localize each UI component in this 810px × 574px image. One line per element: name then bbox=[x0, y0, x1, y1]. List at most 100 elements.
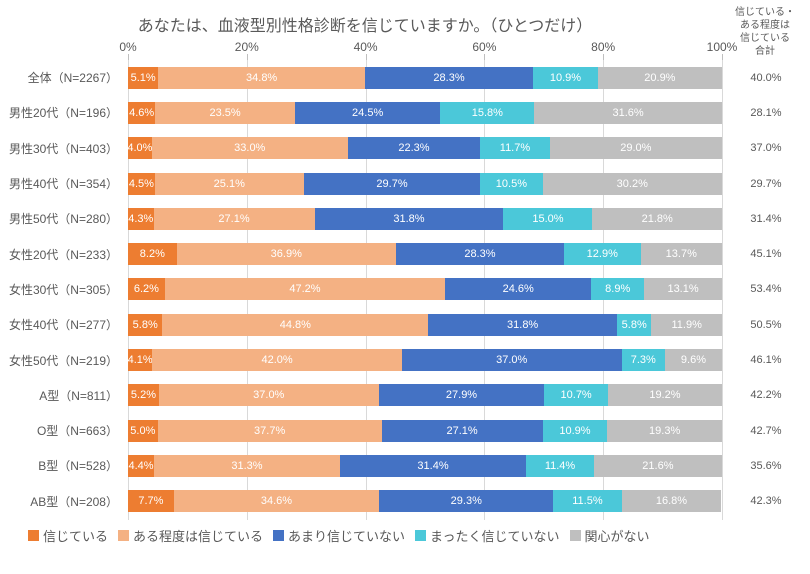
row-label: 全体（N=2267） bbox=[8, 69, 123, 86]
segment-value: 24.5% bbox=[352, 107, 383, 119]
bar-segment: 44.8% bbox=[162, 314, 428, 336]
bar-segment: 5.1% bbox=[128, 67, 158, 89]
segment-value: 5.8% bbox=[133, 319, 158, 331]
legend-swatch bbox=[273, 530, 284, 541]
segment-value: 36.9% bbox=[271, 248, 302, 260]
segment-value: 44.8% bbox=[280, 319, 311, 331]
segment-value: 47.2% bbox=[289, 283, 320, 295]
row-total: 28.1% bbox=[736, 107, 796, 119]
plot-area: 全体（N=2267）5.1%34.8%28.3%10.9%20.9%40.0%男… bbox=[128, 60, 722, 520]
segment-value: 23.5% bbox=[209, 107, 240, 119]
bar-row: 女性50代（N=219）4.1%42.0%37.0%7.3%9.6%46.1% bbox=[128, 342, 722, 377]
stacked-bar: 4.1%42.0%37.0%7.3% 9.6% bbox=[128, 349, 722, 371]
segment-value: 10.9% bbox=[550, 72, 581, 84]
row-label: 男性40代（N=354） bbox=[8, 175, 123, 192]
segment-value: 5.0% bbox=[130, 425, 155, 437]
row-total: 29.7% bbox=[736, 178, 796, 190]
row-total: 50.5% bbox=[736, 319, 796, 331]
legend-label: 関心がない bbox=[585, 526, 650, 545]
legend-label: 信じている bbox=[43, 526, 108, 545]
segment-value: 5.8% bbox=[622, 319, 647, 331]
segment-value: 4.0% bbox=[127, 142, 152, 154]
axis-tick-label: 100% bbox=[707, 40, 738, 54]
bar-segment: 5.8% bbox=[617, 314, 651, 336]
bar-row: 男性40代（N=354）4.5%25.1%29.7%10.5%30.2%29.7… bbox=[128, 166, 722, 201]
segment-value: 13.1% bbox=[667, 283, 698, 295]
bar-segment: 30.2% bbox=[543, 173, 722, 195]
segment-value: 5.1% bbox=[131, 72, 156, 84]
legend-item: 関心がない bbox=[570, 526, 650, 545]
segment-value: 28.3% bbox=[464, 248, 495, 260]
segment-value: 10.9% bbox=[559, 425, 590, 437]
bar-segment: 4.1% bbox=[128, 349, 152, 371]
bar-row: A型（N=811）5.2%37.0%27.9%10.7%19.2%42.2% bbox=[128, 378, 722, 413]
stacked-bar: 4.5%25.1%29.7%10.5%30.2% bbox=[128, 173, 722, 195]
bar-segment: 31.6% bbox=[534, 102, 722, 124]
bar-segment: 20.9% bbox=[598, 67, 722, 89]
bar-segment: 31.3% bbox=[154, 455, 340, 477]
gridline bbox=[722, 60, 723, 520]
stacked-bar: 4.3%27.1%31.8%15.0%21.8% bbox=[128, 208, 722, 230]
segment-value: 31.3% bbox=[231, 460, 262, 472]
bar-segment: 12.9% bbox=[564, 243, 641, 265]
row-total: 53.4% bbox=[736, 283, 796, 295]
segment-value: 22.3% bbox=[398, 142, 429, 154]
bar-segment: 42.0% bbox=[152, 349, 401, 371]
segment-value: 9.6% bbox=[681, 354, 706, 366]
bar-segment: 31.8% bbox=[315, 208, 504, 230]
row-label: AB型（N=208） bbox=[8, 493, 123, 510]
bar-segment: 7.3% bbox=[622, 349, 665, 371]
bar-segment: 24.5% bbox=[295, 102, 441, 124]
bar-segment: 15.8% bbox=[440, 102, 534, 124]
segment-value: 33.0% bbox=[234, 142, 265, 154]
bar-segment: 29.7% bbox=[304, 173, 480, 195]
bar-segment: 11.5% bbox=[553, 490, 621, 512]
row-label: 男性50代（N=280） bbox=[8, 210, 123, 227]
bar-segment: 37.0% bbox=[402, 349, 622, 371]
segment-value: 4.3% bbox=[128, 213, 153, 225]
bar-segment: 31.8% bbox=[428, 314, 617, 336]
totals-column-header: 信じている・ある程度は信じている合計 bbox=[730, 6, 800, 58]
bar-segment: 28.3% bbox=[396, 243, 564, 265]
segment-value: 31.8% bbox=[507, 319, 538, 331]
bar-segment: 10.9% bbox=[533, 67, 598, 89]
legend-item: ある程度は信じている bbox=[118, 526, 263, 545]
bar-segment: 8.9% bbox=[591, 278, 644, 300]
segment-value: 31.6% bbox=[612, 107, 643, 119]
segment-value: 29.3% bbox=[451, 495, 482, 507]
stacked-bar: 4.4%31.3%31.4%11.4%21.6% bbox=[128, 455, 722, 477]
legend: 信じているある程度は信じているあまり信じていないまったく信じていない関心がない bbox=[28, 526, 802, 545]
segment-value: 29.0% bbox=[620, 142, 651, 154]
axis-tick-label: 80% bbox=[591, 40, 615, 54]
bar-row: 女性30代（N=305）6.2%47.2%24.6%8.9%13.1%53.4% bbox=[128, 272, 722, 307]
segment-value: 10.5% bbox=[496, 178, 527, 190]
axis-tick-label: 20% bbox=[235, 40, 259, 54]
axis-tick-label: 0% bbox=[119, 40, 136, 54]
bar-segment: 16.8% bbox=[622, 490, 722, 512]
segment-value: 34.8% bbox=[246, 72, 277, 84]
bar-segment: 10.9% bbox=[543, 420, 608, 442]
stacked-bar: 6.2%47.2%24.6%8.9%13.1% bbox=[128, 278, 722, 300]
segment-value: 11.5% bbox=[572, 495, 602, 507]
bar-segment: 13.7% bbox=[641, 243, 722, 265]
bar-segment: 22.3% bbox=[348, 137, 480, 159]
bar-segment: 27.1% bbox=[382, 420, 543, 442]
legend-item: 信じている bbox=[28, 526, 108, 545]
chart-title: あなたは、血液型別性格診断を信じていますか。（ひとつだけ） bbox=[8, 12, 802, 36]
segment-value: 24.6% bbox=[503, 283, 534, 295]
segment-value: 25.1% bbox=[214, 178, 245, 190]
segment-value: 8.9% bbox=[605, 283, 630, 295]
bar-row: 全体（N=2267）5.1%34.8%28.3%10.9%20.9%40.0% bbox=[128, 60, 722, 95]
segment-value: 21.6% bbox=[642, 460, 673, 472]
legend-swatch bbox=[570, 530, 581, 541]
stacked-bar: 4.6%23.5%24.5%15.8%31.6% bbox=[128, 102, 722, 124]
stacked-bar: 4.0%33.0%22.3%11.7%29.0% bbox=[128, 137, 722, 159]
row-label: 女性30代（N=305） bbox=[8, 281, 123, 298]
bar-segment: 34.6% bbox=[174, 490, 380, 512]
bar-segment: 13.1% bbox=[644, 278, 722, 300]
bar-row: B型（N=528）4.4%31.3%31.4%11.4%21.6%35.6% bbox=[128, 448, 722, 483]
bar-segment: 37.0% bbox=[159, 384, 379, 406]
segment-value: 4.4% bbox=[129, 460, 154, 472]
bar-segment: 23.5% bbox=[155, 102, 295, 124]
chart-area: 0%20%40%60%80%100% 全体（N=2267）5.1%34.8%28… bbox=[128, 40, 722, 520]
